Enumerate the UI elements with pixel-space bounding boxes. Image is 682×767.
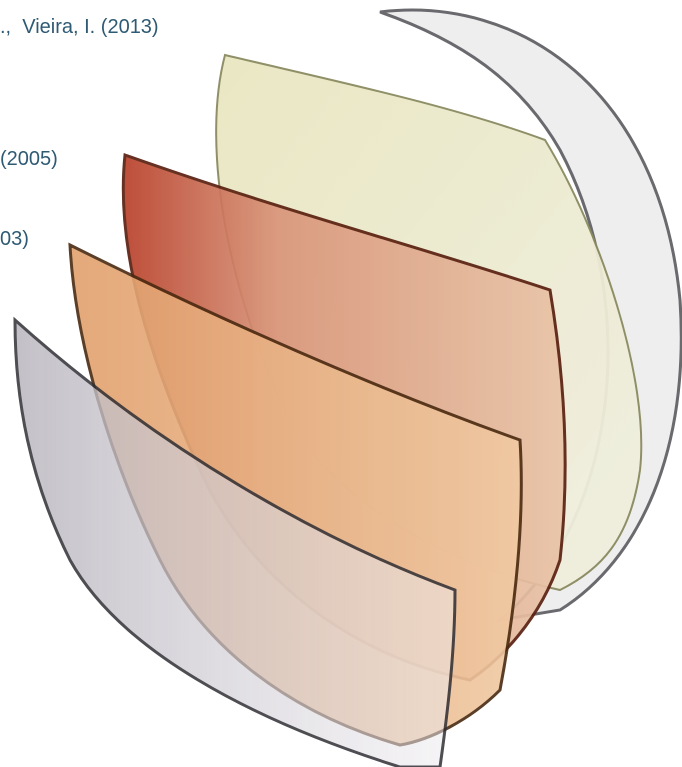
lens-illustration [0, 0, 682, 767]
citation: ., Vieira, I. (2013) [0, 16, 159, 39]
citation: 03) [0, 228, 29, 251]
citation: (2005) [0, 148, 58, 171]
slide: ., Vieira, I. (2013) (2005) 03) [0, 0, 682, 767]
